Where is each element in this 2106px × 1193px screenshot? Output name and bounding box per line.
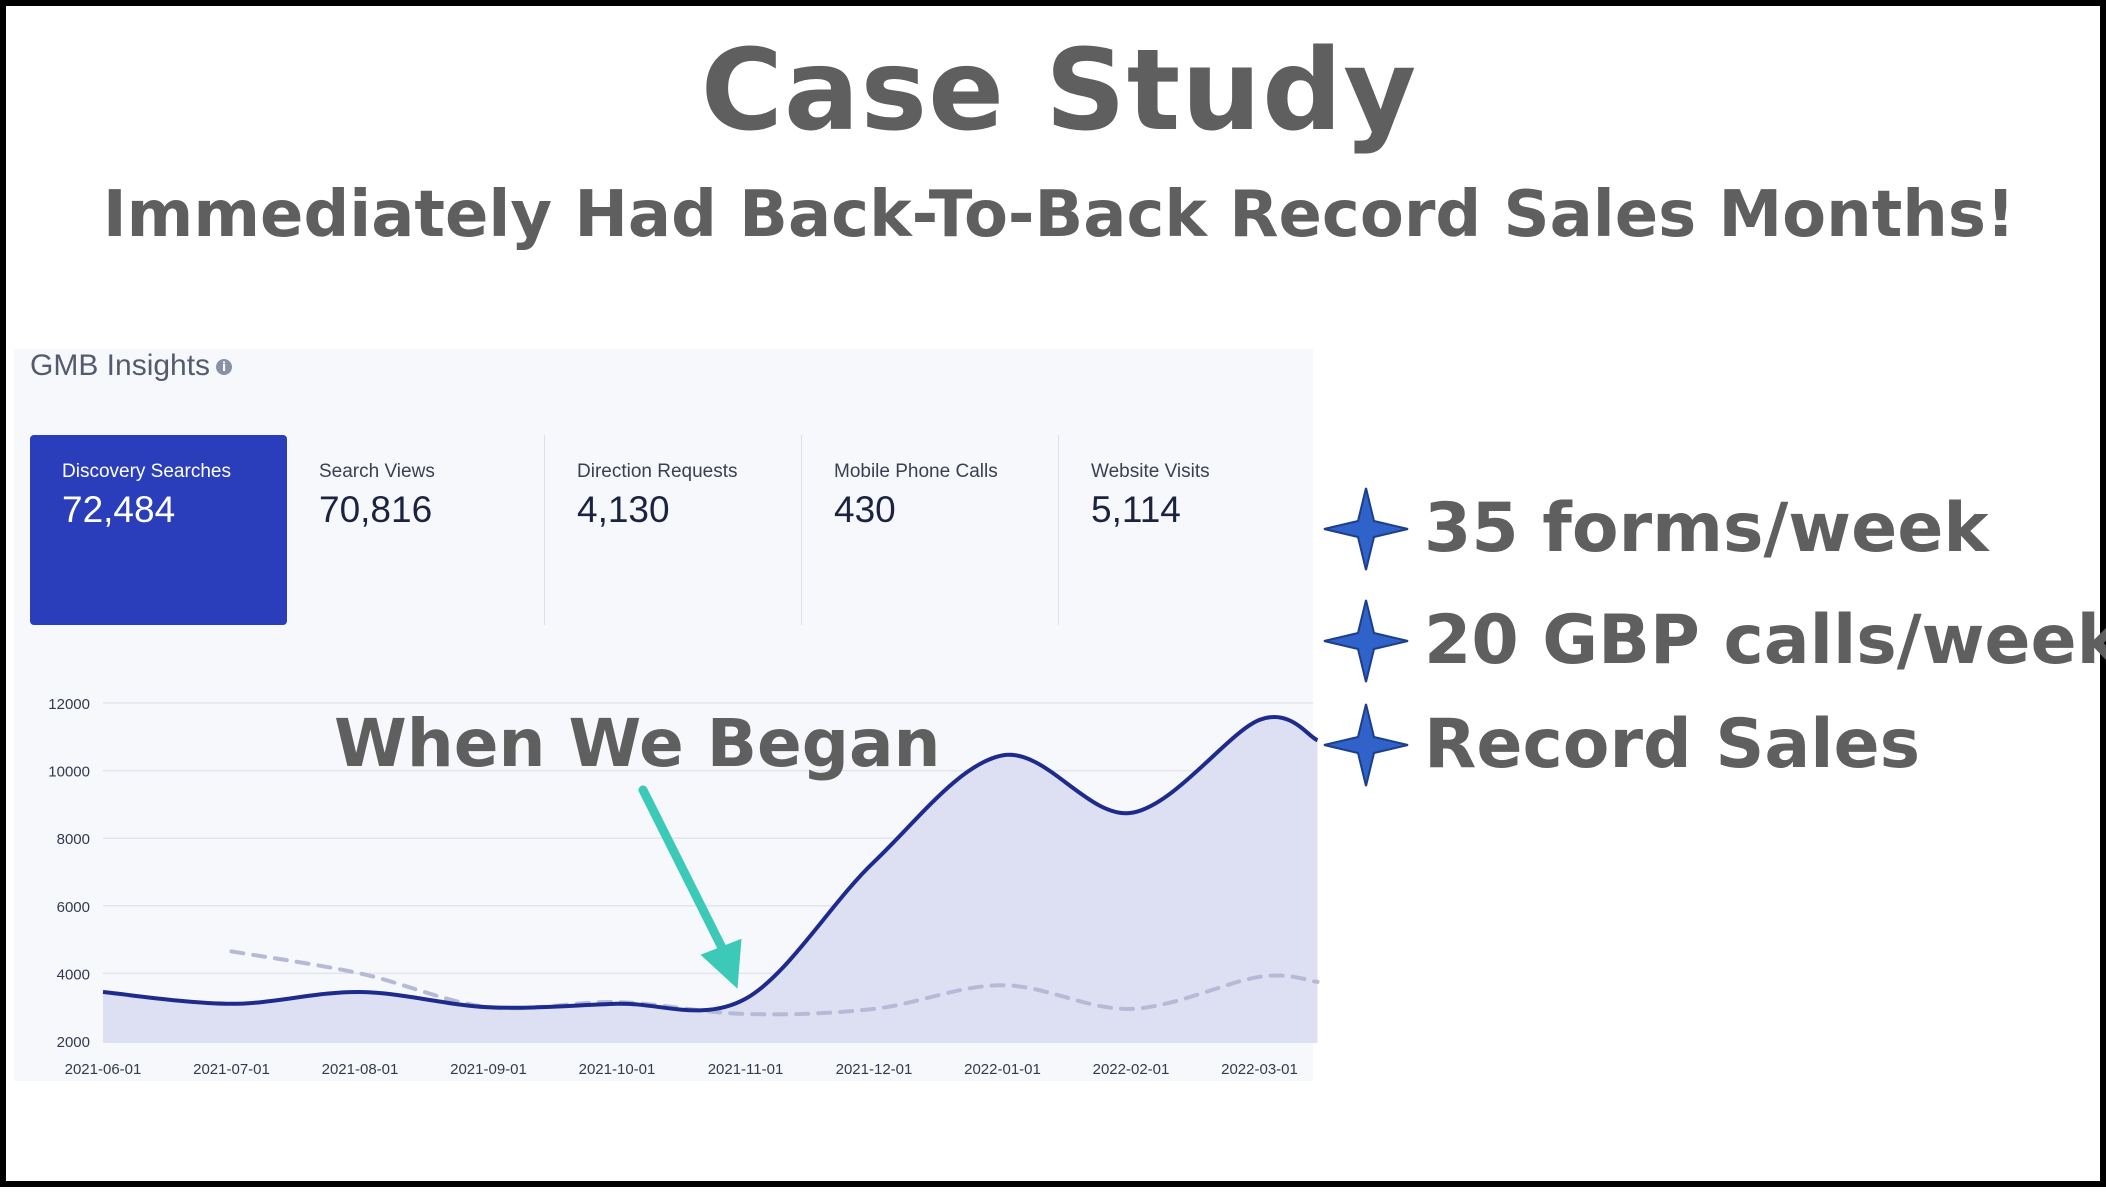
- metric-card-mobile-phone-calls[interactable]: Mobile Phone Calls 430: [801, 435, 1058, 625]
- x-tick-label: 2021-09-01: [450, 1061, 527, 1078]
- metrics-row: Discovery Searches 72,484 Search Views 7…: [30, 435, 1313, 625]
- metric-value: 430: [834, 489, 896, 530]
- metric-label: Website Visits: [1091, 461, 1210, 482]
- x-tick-label: 2021-08-01: [322, 1061, 399, 1078]
- result-item-text: 35 forms/week: [1424, 489, 1989, 568]
- metric-card-direction-requests[interactable]: Direction Requests 4,130: [544, 435, 801, 625]
- series-area-fill: [103, 716, 1318, 1043]
- result-item-text: Record Sales: [1424, 705, 1921, 784]
- result-item: Record Sales: [1320, 700, 2080, 790]
- four-point-star-icon: [1323, 599, 1409, 683]
- x-tick-label: 2021-12-01: [836, 1061, 913, 1078]
- annotation-label: When We Began: [334, 705, 941, 782]
- x-tick-label: 2021-06-01: [65, 1061, 142, 1078]
- y-tick-label: 6000: [57, 899, 90, 916]
- metric-value: 70,816: [319, 489, 433, 530]
- result-item-text: 20 GBP calls/week: [1424, 601, 2106, 680]
- y-tick-label: 4000: [57, 966, 90, 983]
- info-icon[interactable]: i: [216, 359, 233, 376]
- x-tick-label: 2021-10-01: [579, 1061, 656, 1078]
- annotation-arrow-head: [700, 938, 742, 989]
- x-tick-label: 2021-07-01: [193, 1061, 270, 1078]
- metric-label: Discovery Searches: [62, 461, 231, 482]
- four-point-star-icon: [1323, 487, 1409, 571]
- y-tick-label: 10000: [48, 764, 90, 781]
- x-tick-label: 2021-11-01: [708, 1061, 784, 1078]
- metric-card-discovery-searches[interactable]: Discovery Searches 72,484: [30, 435, 287, 625]
- result-item: 35 forms/week: [1320, 484, 2080, 574]
- panel-title: GMB Insights i: [30, 349, 233, 383]
- annotation-arrow-shaft: [638, 785, 730, 960]
- metric-label: Search Views: [319, 461, 435, 482]
- four-point-star-icon: [1323, 703, 1409, 787]
- y-tick-label: 8000: [57, 831, 90, 848]
- metric-label: Direction Requests: [577, 461, 738, 482]
- metric-card-search-views[interactable]: Search Views 70,816: [287, 435, 544, 625]
- y-tick-label: 12000: [48, 696, 90, 713]
- metric-card-website-visits[interactable]: Website Visits 5,114: [1058, 435, 1315, 625]
- x-tick-label: 2022-02-01: [1093, 1061, 1170, 1078]
- slide-title: Case Study: [700, 26, 1418, 156]
- metric-label: Mobile Phone Calls: [834, 461, 998, 482]
- x-tick-label: 2022-01-01: [964, 1061, 1041, 1078]
- metric-value: 4,130: [577, 489, 670, 530]
- comparison-series-line: [229, 949, 1320, 1017]
- discovery-searches-chart: 2000 4000 6000 8000 10000 12000 2021-06-01 2021…: [48, 696, 1320, 1078]
- discovery-series-line: [102, 715, 1319, 1013]
- metric-value: 72,484: [62, 489, 176, 530]
- result-item: 20 GBP calls/week: [1320, 596, 2106, 686]
- x-tick-label: 2022-03-01: [1221, 1061, 1298, 1078]
- slide-subtitle: Immediately Had Back-To-Back Record Sale…: [102, 178, 2016, 252]
- panel-title-text: GMB Insights: [30, 349, 211, 382]
- metric-value: 5,114: [1091, 489, 1181, 530]
- y-tick-label: 2000: [57, 1034, 90, 1051]
